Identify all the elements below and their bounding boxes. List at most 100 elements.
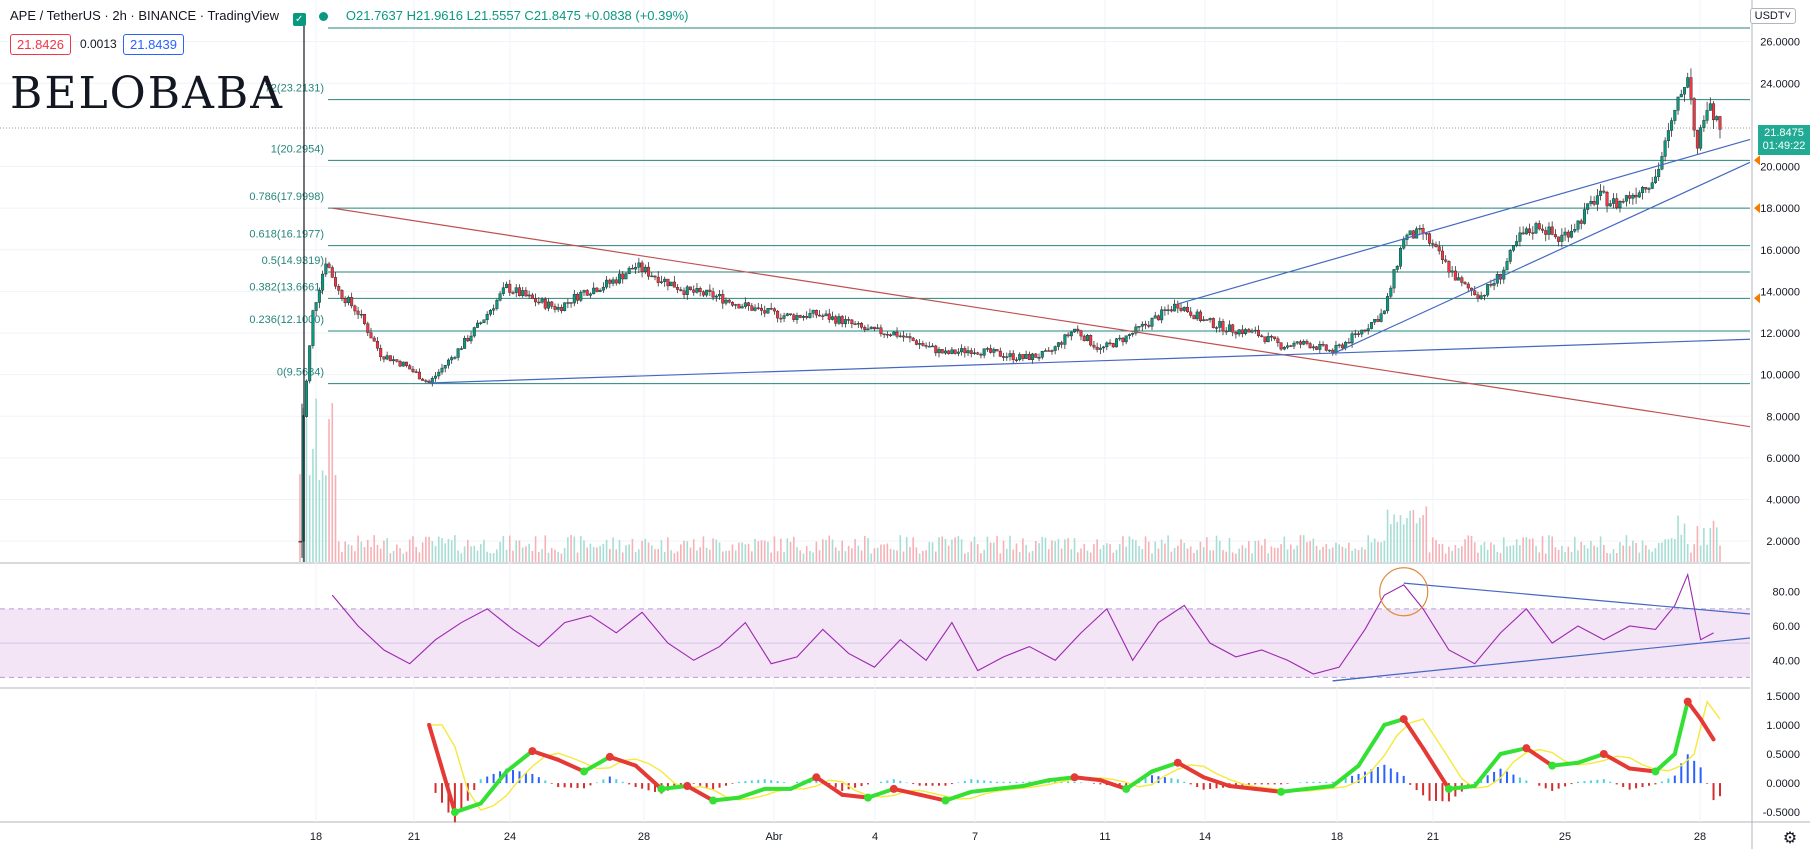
candle-body <box>488 310 492 315</box>
volume-bar <box>1477 552 1479 562</box>
candle-body <box>985 348 989 350</box>
volume-bar <box>1693 544 1695 562</box>
macd-histogram-bar <box>1260 783 1263 785</box>
candle-body <box>450 357 454 361</box>
candle-body <box>1073 328 1077 333</box>
volume-bar <box>854 539 856 562</box>
macd-histogram-bar <box>1325 781 1328 784</box>
macd-histogram-bar <box>486 776 489 784</box>
volume-bar <box>1180 539 1182 562</box>
candle-body <box>889 334 893 336</box>
macd-histogram-bar <box>1415 783 1418 791</box>
macd-histogram-bar <box>963 780 966 784</box>
volume-bar <box>689 547 692 562</box>
candle-body <box>1289 345 1293 347</box>
last-price-value: 21.8475 <box>1764 127 1804 139</box>
macd-histogram-bar <box>602 779 605 784</box>
volume-bar <box>1441 543 1444 562</box>
volume-bar <box>1228 538 1231 562</box>
volume-bar <box>1532 538 1534 562</box>
volume-bar <box>1283 536 1286 562</box>
macd-histogram-bar <box>1273 783 1276 785</box>
volume-bar <box>1302 535 1305 562</box>
macd-histogram-bar <box>1389 768 1392 784</box>
candle-body <box>1666 130 1670 142</box>
macd-histogram-bar <box>1435 783 1437 801</box>
candle-body <box>737 304 741 309</box>
candle-body <box>721 294 725 304</box>
candle-body <box>1431 243 1435 245</box>
volume-bar <box>1544 553 1547 562</box>
candle-body <box>330 267 334 278</box>
volume-bar <box>1502 537 1505 562</box>
candle-body <box>1434 244 1438 248</box>
volume-bar <box>1644 545 1647 562</box>
buy-price-button[interactable]: 21.8439 <box>123 34 184 55</box>
macd-histogram-bar <box>621 781 624 784</box>
candle-body <box>440 367 444 373</box>
flag-icon[interactable]: ✓ <box>292 13 306 26</box>
macd-cross-dot <box>864 793 872 802</box>
candle-body <box>405 361 409 366</box>
macd-histogram-bar <box>673 783 676 788</box>
x-tick-label: 18 <box>310 831 322 843</box>
volume-bar <box>1122 536 1124 562</box>
settings-gear-icon[interactable]: ⚙ <box>1783 828 1797 847</box>
macd-histogram-bar <box>1609 781 1612 784</box>
volume-bar <box>621 552 624 562</box>
volume-bar <box>1480 545 1482 562</box>
volume-bar <box>1173 548 1176 562</box>
macd-line-segment <box>917 792 948 803</box>
candle-body <box>1260 335 1264 338</box>
volume-bar <box>373 535 376 562</box>
candle-body <box>1450 270 1454 273</box>
candle-body <box>363 314 367 324</box>
candle-body <box>1140 323 1144 327</box>
macd-histogram-bar <box>505 768 508 784</box>
candle-body <box>401 361 405 367</box>
candle-body <box>1102 346 1106 349</box>
candle-body <box>1473 290 1477 296</box>
candle-body <box>1428 233 1432 244</box>
volume-bar <box>1196 549 1198 562</box>
volume-bar <box>483 539 485 562</box>
x-tick-label: 21 <box>1427 831 1439 843</box>
macd-histogram-bar <box>1538 783 1541 786</box>
volume-bar <box>1603 544 1605 562</box>
macd-line-segment <box>1201 775 1232 788</box>
volume-bar <box>1493 544 1495 562</box>
volume-bar <box>1309 541 1311 562</box>
volume-bar <box>1002 540 1005 562</box>
macd-line-segment <box>1576 752 1606 765</box>
symbol-title[interactable]: APE / TetherUS · 2h · BINANCE · TradingV… <box>10 8 280 23</box>
candle-body <box>779 317 783 320</box>
volume-bar <box>1712 520 1715 562</box>
volume-bar <box>744 544 747 562</box>
volume-bar <box>1044 537 1047 562</box>
volume-bar <box>383 540 385 562</box>
currency-selector[interactable]: USDT˅ <box>1749 8 1796 24</box>
volume-bar <box>308 475 311 562</box>
volume-bar <box>905 537 908 562</box>
volume-bar <box>712 538 714 562</box>
fib-level-label: 0(9.5684) <box>277 367 324 379</box>
macd-line-segment <box>1150 760 1180 774</box>
volume-bar <box>734 550 737 562</box>
candle-body <box>1692 98 1696 131</box>
volume-bar <box>1160 539 1163 562</box>
macd-tick-label: 1.5000 <box>1766 691 1800 703</box>
sell-price-button[interactable]: 21.8426 <box>10 34 71 55</box>
volume-bar <box>641 540 643 562</box>
volume-bar <box>599 545 601 562</box>
y-tick-label: 6.0000 <box>1766 453 1800 465</box>
alert-marker-icon <box>1754 155 1760 166</box>
macd-histogram-bar <box>544 780 547 784</box>
candle-body <box>550 301 554 307</box>
volume-bar <box>1383 540 1386 562</box>
candle-body <box>1463 282 1467 285</box>
volume-bar <box>1086 550 1089 562</box>
volume-bar <box>638 549 640 562</box>
x-tick-label: 14 <box>1199 831 1211 843</box>
volume-bar <box>934 551 937 562</box>
